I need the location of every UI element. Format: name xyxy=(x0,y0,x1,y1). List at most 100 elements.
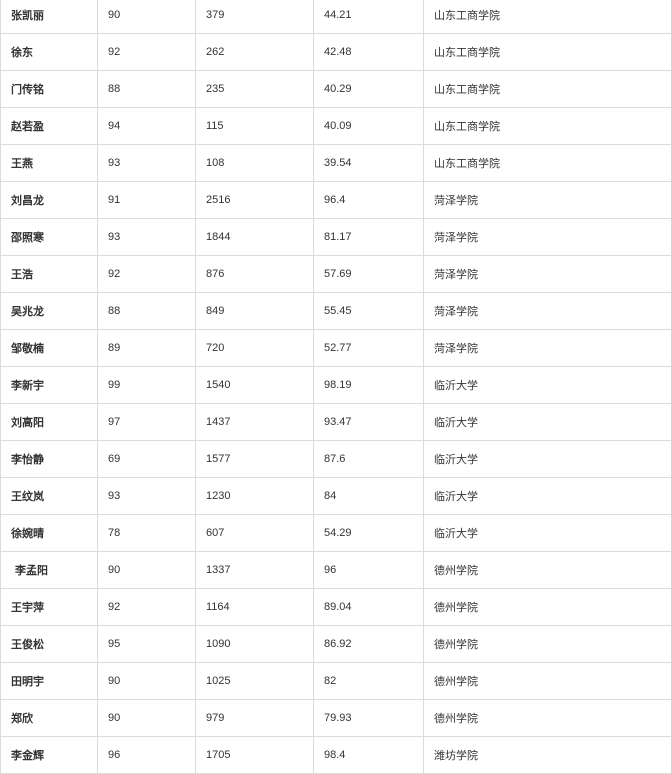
school-cell: 山东工商学院 xyxy=(424,34,671,71)
value-cell: 84 xyxy=(314,478,424,515)
count-cell: 1337 xyxy=(196,552,314,589)
name-cell: 郑欣 xyxy=(1,700,98,737)
value-cell: 52.77 xyxy=(314,330,424,367)
school-cell: 菏泽学院 xyxy=(424,219,671,256)
school-cell: 菏泽学院 xyxy=(424,256,671,293)
value-cell: 40.29 xyxy=(314,71,424,108)
count-cell: 1025 xyxy=(196,663,314,700)
score-cell: 90 xyxy=(98,663,196,700)
value-cell: 87.6 xyxy=(314,441,424,478)
name-cell: 徐婉晴 xyxy=(1,515,98,552)
count-cell: 720 xyxy=(196,330,314,367)
value-cell: 98.19 xyxy=(314,367,424,404)
school-cell: 山东工商学院 xyxy=(424,71,671,108)
name-cell: 张凯丽 xyxy=(1,0,98,34)
school-cell: 菏泽学院 xyxy=(424,330,671,367)
name-cell: 刘高阳 xyxy=(1,404,98,441)
count-cell: 607 xyxy=(196,515,314,552)
school-cell: 潍坊学院 xyxy=(424,737,671,774)
score-cell: 95 xyxy=(98,626,196,663)
school-cell: 菏泽学院 xyxy=(424,182,671,219)
value-cell: 39.54 xyxy=(314,145,424,182)
name-cell: 王燕 xyxy=(1,145,98,182)
name-cell: 李新宇 xyxy=(1,367,98,404)
value-cell: 82 xyxy=(314,663,424,700)
school-cell: 德州学院 xyxy=(424,589,671,626)
score-cell: 92 xyxy=(98,589,196,626)
school-cell: 山东工商学院 xyxy=(424,145,671,182)
name-cell: 李怡静 xyxy=(1,441,98,478)
school-cell: 临沂大学 xyxy=(424,478,671,515)
school-cell: 菏泽学院 xyxy=(424,293,671,330)
count-cell: 1577 xyxy=(196,441,314,478)
name-cell: 王浩 xyxy=(1,256,98,293)
score-cell: 78 xyxy=(98,515,196,552)
value-cell: 40.09 xyxy=(314,108,424,145)
value-cell: 54.29 xyxy=(314,515,424,552)
count-cell: 262 xyxy=(196,34,314,71)
score-cell: 69 xyxy=(98,441,196,478)
name-cell: 李孟阳 xyxy=(1,552,98,589)
count-cell: 379 xyxy=(196,0,314,34)
value-cell: 42.48 xyxy=(314,34,424,71)
value-cell: 81.17 xyxy=(314,219,424,256)
value-cell: 86.92 xyxy=(314,626,424,663)
score-cell: 92 xyxy=(98,256,196,293)
score-cell: 93 xyxy=(98,145,196,182)
value-cell: 44.21 xyxy=(314,0,424,34)
count-cell: 979 xyxy=(196,700,314,737)
value-cell: 98.4 xyxy=(314,737,424,774)
value-cell: 55.45 xyxy=(314,293,424,330)
name-cell: 徐东 xyxy=(1,34,98,71)
count-cell: 1437 xyxy=(196,404,314,441)
name-cell: 王俊松 xyxy=(1,626,98,663)
school-cell: 山东工商学院 xyxy=(424,0,671,34)
score-cell: 88 xyxy=(98,71,196,108)
score-cell: 96 xyxy=(98,737,196,774)
name-cell: 王纹岚 xyxy=(1,478,98,515)
score-cell: 90 xyxy=(98,0,196,34)
score-cell: 93 xyxy=(98,478,196,515)
count-cell: 2516 xyxy=(196,182,314,219)
count-cell: 1540 xyxy=(196,367,314,404)
score-cell: 92 xyxy=(98,34,196,71)
count-cell: 1230 xyxy=(196,478,314,515)
count-cell: 876 xyxy=(196,256,314,293)
value-cell: 93.47 xyxy=(314,404,424,441)
name-cell: 赵若盈 xyxy=(1,108,98,145)
name-cell: 邵照寒 xyxy=(1,219,98,256)
score-cell: 91 xyxy=(98,182,196,219)
name-cell: 李金辉 xyxy=(1,737,98,774)
name-cell: 邹敬楠 xyxy=(1,330,98,367)
name-cell: 门传铭 xyxy=(1,71,98,108)
score-cell: 90 xyxy=(98,552,196,589)
school-cell: 德州学院 xyxy=(424,552,671,589)
name-cell: 王宇萍 xyxy=(1,589,98,626)
value-cell: 96 xyxy=(314,552,424,589)
value-cell: 89.04 xyxy=(314,589,424,626)
score-cell: 89 xyxy=(98,330,196,367)
count-cell: 235 xyxy=(196,71,314,108)
